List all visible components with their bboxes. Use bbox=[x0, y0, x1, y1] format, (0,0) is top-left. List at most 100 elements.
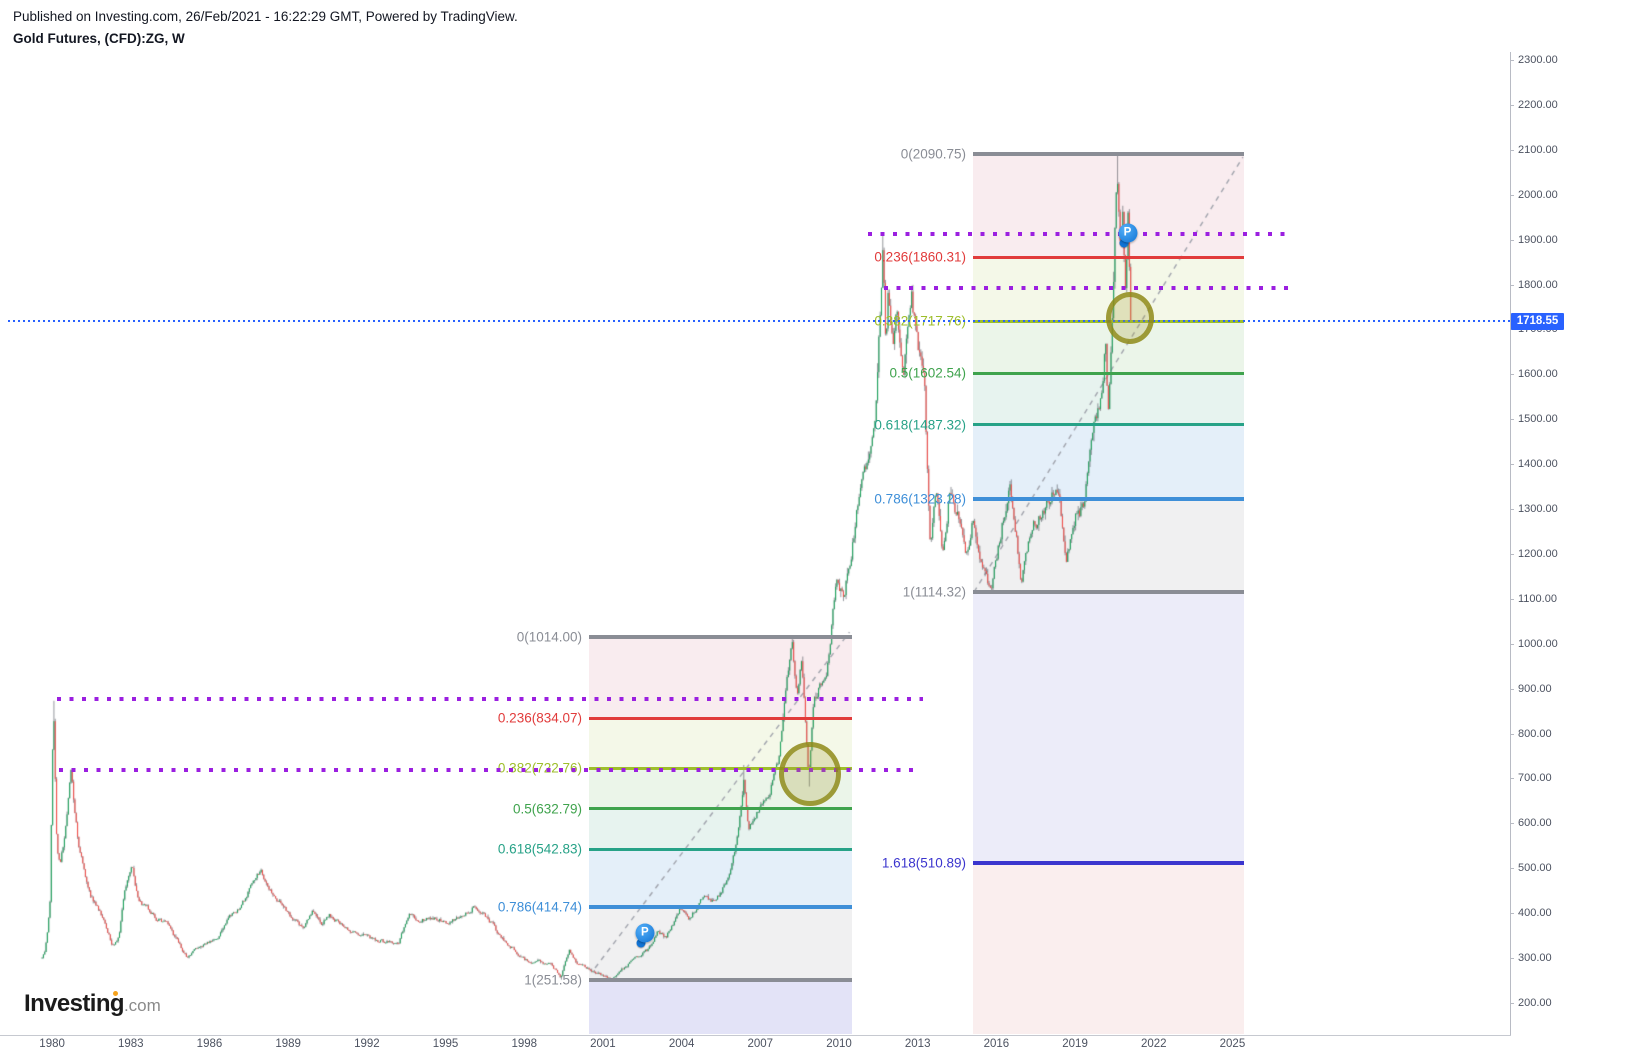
year-tick-label: 1986 bbox=[196, 1038, 223, 1050]
price-axis-line[interactable] bbox=[1510, 52, 1511, 1035]
fib-level-line[interactable] bbox=[589, 977, 852, 982]
fib-level-line[interactable] bbox=[973, 151, 1244, 156]
price-tick-mark bbox=[1510, 913, 1514, 915]
price-tick-mark bbox=[1510, 194, 1514, 196]
fib-level-line[interactable] bbox=[589, 716, 852, 720]
fib-level-label[interactable]: 1(1114.32) bbox=[902, 584, 966, 600]
price-tick-mark bbox=[1510, 509, 1514, 511]
investing-logo: Investing.com bbox=[24, 990, 161, 1018]
highlight-circle[interactable] bbox=[1105, 291, 1154, 344]
current-price-line bbox=[8, 320, 1510, 323]
fib-level-label[interactable]: 0(2090.75) bbox=[900, 146, 966, 162]
price-tick-label: 600.00 bbox=[1518, 817, 1552, 830]
price-tick-mark bbox=[1510, 598, 1514, 600]
fib-level-line[interactable] bbox=[589, 847, 852, 851]
price-tick-label: 2200.00 bbox=[1518, 98, 1558, 111]
resistance-ray[interactable] bbox=[867, 231, 1293, 236]
price-tick-mark bbox=[1510, 374, 1514, 376]
fib-level-label[interactable]: 0.618(542.83) bbox=[497, 841, 582, 857]
price-tick-mark bbox=[1510, 958, 1514, 960]
price-tick-label: 500.00 bbox=[1518, 862, 1552, 875]
price-tick-label: 300.00 bbox=[1518, 952, 1552, 965]
price-tick-mark bbox=[1510, 239, 1514, 241]
price-tick-mark bbox=[1510, 464, 1514, 466]
year-tick-label: 1980 bbox=[39, 1038, 65, 1050]
investing-logo-suffix: .com bbox=[123, 996, 161, 1015]
price-tick-label: 1400.00 bbox=[1518, 458, 1558, 471]
price-tick-label: 1100.00 bbox=[1518, 592, 1557, 605]
fib-level-line[interactable] bbox=[589, 904, 852, 909]
fib-level-line[interactable] bbox=[973, 590, 1244, 595]
symbol-title: Gold Futures, (CFD):ZG, W bbox=[13, 31, 185, 46]
price-tick-mark bbox=[1510, 553, 1514, 555]
price-tick-label: 1800.00 bbox=[1518, 278, 1558, 291]
fib-level-label[interactable]: 0.236(1860.31) bbox=[874, 249, 966, 265]
price-tick-label: 800.00 bbox=[1518, 727, 1552, 740]
price-tick-mark bbox=[1510, 688, 1514, 690]
fib-level-line[interactable] bbox=[589, 635, 852, 640]
price-tick-mark bbox=[1510, 643, 1514, 645]
fib-level-label[interactable]: 0.5(632.79) bbox=[512, 801, 582, 817]
current-price-label: 1718.55 bbox=[1511, 312, 1564, 330]
p-pin-marker[interactable]: P bbox=[1118, 223, 1138, 243]
year-tick-label: 2001 bbox=[590, 1038, 616, 1050]
price-tick-mark bbox=[1510, 60, 1514, 61]
price-tick-label: 2000.00 bbox=[1518, 188, 1558, 201]
price-tick-label: 2300.00 bbox=[1518, 54, 1558, 66]
price-tick-label: 900.00 bbox=[1518, 682, 1552, 695]
year-tick-label: 2010 bbox=[826, 1038, 852, 1050]
price-tick-mark bbox=[1510, 329, 1514, 331]
year-tick-label: 2022 bbox=[1140, 1038, 1167, 1050]
fib-level-label[interactable]: 0(1014.00) bbox=[516, 629, 582, 645]
year-tick-label: 2013 bbox=[904, 1038, 931, 1050]
resistance-ray[interactable] bbox=[57, 696, 923, 701]
year-tick-label: 2004 bbox=[668, 1038, 695, 1050]
price-tick-label: 1500.00 bbox=[1518, 413, 1558, 426]
price-tick-label: 1900.00 bbox=[1518, 233, 1558, 246]
fib-level-line[interactable] bbox=[589, 807, 852, 811]
year-tick-label: 2019 bbox=[1062, 1038, 1088, 1050]
fib-level-label[interactable]: 0.5(1602.54) bbox=[889, 365, 966, 381]
year-tick-label: 1989 bbox=[275, 1038, 301, 1050]
resistance-ray[interactable] bbox=[884, 286, 1293, 291]
p-pin-marker[interactable]: P bbox=[635, 923, 655, 943]
p-pin-tail bbox=[636, 938, 646, 948]
fib-level-label[interactable]: 0.786(414.74) bbox=[497, 899, 582, 915]
fib-level-label[interactable]: 1(251.58) bbox=[524, 972, 582, 988]
time-axis-line[interactable] bbox=[0, 1035, 1511, 1036]
year-tick-label: 1998 bbox=[511, 1038, 538, 1050]
fib-level-line[interactable] bbox=[973, 371, 1244, 375]
price-tick-label: 2100.00 bbox=[1518, 143, 1558, 156]
price-tick-mark bbox=[1510, 149, 1514, 151]
price-tick-mark bbox=[1510, 419, 1514, 421]
year-tick-label: 2025 bbox=[1219, 1038, 1246, 1050]
fib-level-label[interactable]: 1.618(510.89) bbox=[881, 855, 966, 871]
year-tick-label: 1992 bbox=[354, 1038, 380, 1050]
highlight-circle[interactable] bbox=[779, 741, 842, 806]
price-tick-label: 1000.00 bbox=[1518, 637, 1558, 650]
resistance-ray[interactable] bbox=[58, 767, 921, 772]
price-tick-mark bbox=[1510, 733, 1514, 735]
fib-level-line[interactable] bbox=[973, 496, 1244, 501]
price-tick-mark bbox=[1510, 778, 1514, 780]
price-tick-mark bbox=[1510, 104, 1514, 106]
fib-level-line[interactable] bbox=[973, 423, 1244, 427]
published-line: Published on Investing.com, 26/Feb/2021 … bbox=[13, 9, 518, 24]
year-tick-label: 2007 bbox=[747, 1038, 774, 1050]
price-tick-label: 400.00 bbox=[1518, 907, 1552, 920]
fib-level-line[interactable] bbox=[973, 861, 1244, 866]
year-tick-label: 1995 bbox=[432, 1038, 459, 1050]
price-tick-mark bbox=[1510, 868, 1514, 870]
p-pin-tail bbox=[1119, 238, 1129, 248]
fib-level-line[interactable] bbox=[973, 255, 1244, 259]
fib-level-label[interactable]: 0.618(1487.32) bbox=[874, 417, 966, 433]
investing-logo-brand: Investing bbox=[24, 990, 125, 1017]
price-tick-mark bbox=[1510, 284, 1514, 286]
investing-logo-dot-icon bbox=[113, 991, 118, 996]
price-tick-label: 1600.00 bbox=[1518, 368, 1558, 381]
fib-level-label[interactable]: 0.786(1323.28) bbox=[874, 491, 966, 507]
fib-level-label[interactable]: 0.236(834.07) bbox=[497, 710, 582, 726]
